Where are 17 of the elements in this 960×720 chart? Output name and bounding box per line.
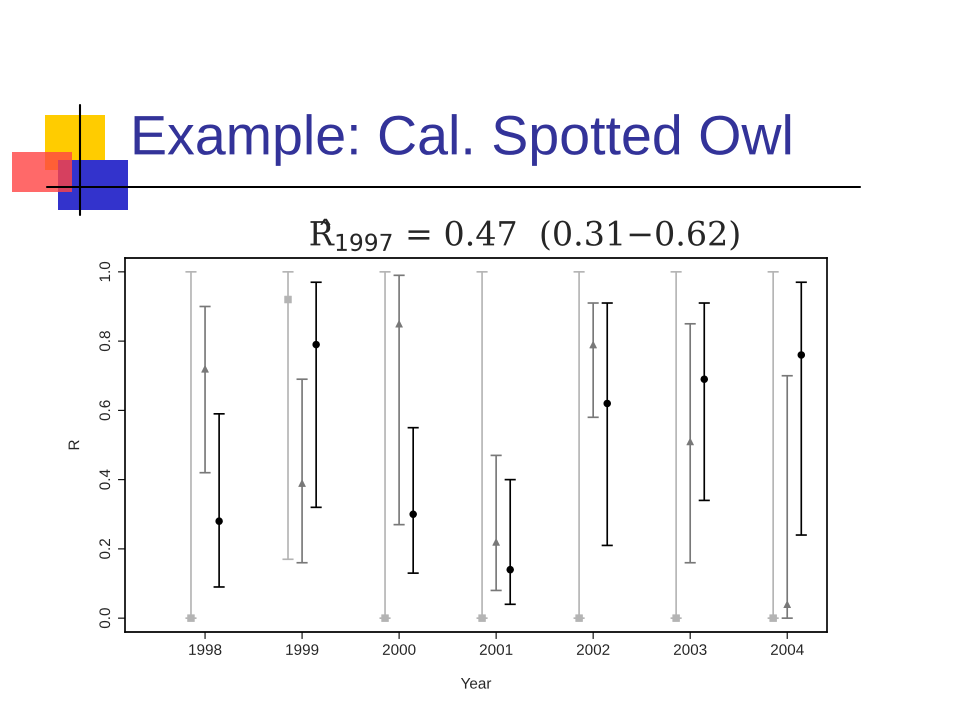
y-tick-label: 0.6	[99, 400, 110, 420]
x-tick-label: 2003	[674, 644, 707, 656]
x-tick-label: 2004	[770, 644, 804, 656]
y-axis-title: R	[68, 440, 80, 450]
y-tick-label: 0.8	[99, 331, 110, 352]
x-tick-label: 2002	[576, 644, 610, 656]
x-tick-label: 1999	[286, 644, 318, 656]
x-axis-title: Year	[460, 678, 492, 689]
x-tick-label: 2001	[480, 644, 512, 656]
y-tick-label: 1.0	[99, 262, 110, 282]
y-tick-label: 0.0	[99, 608, 110, 628]
x-tick-label: 1998	[189, 644, 222, 656]
x-tick-label: 2000	[382, 644, 416, 656]
chart-subtitle: R̂$_{1997}$ = 0.47 (0.31−0.62)	[310, 218, 739, 252]
chart-title: Example: Cal. Spotted Owl	[134, 114, 790, 166]
y-tick-label: 0.2	[99, 539, 110, 559]
y-tick-label: 0.4	[99, 469, 110, 490]
